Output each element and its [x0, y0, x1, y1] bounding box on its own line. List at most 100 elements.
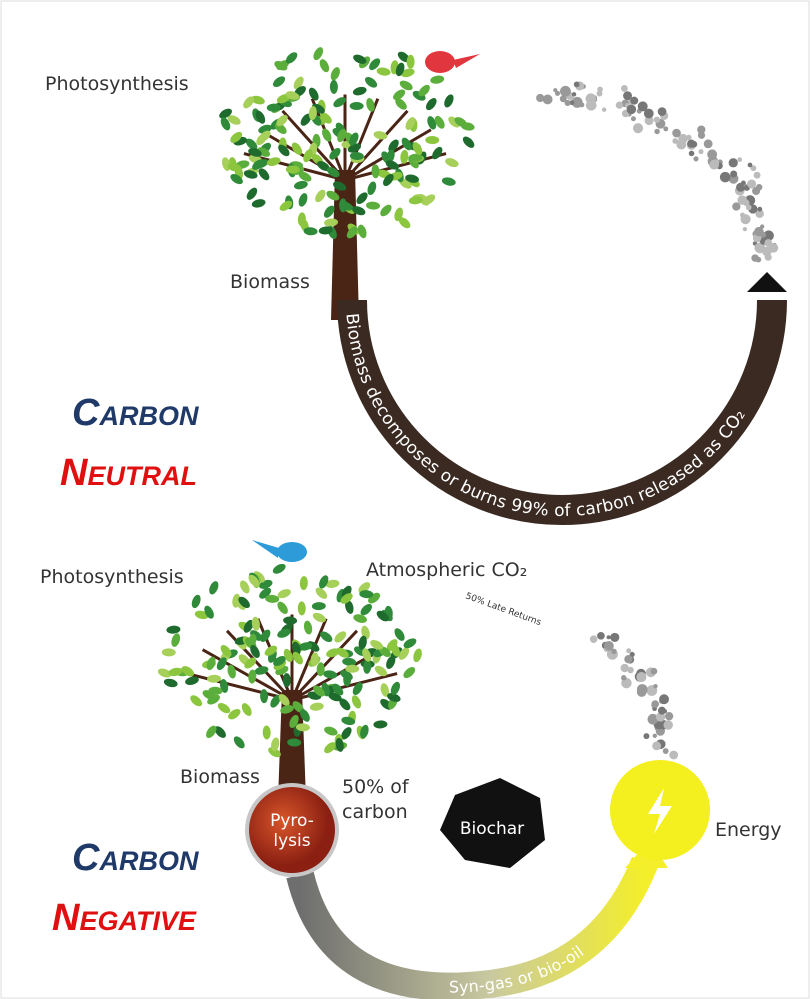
co2-dot — [543, 95, 553, 105]
co2-dot — [665, 712, 673, 720]
leaf — [366, 180, 378, 196]
leaf — [251, 198, 266, 209]
co2-dot — [730, 171, 737, 178]
co2-dot — [659, 694, 669, 704]
diagram: Biomass decomposes or burns 99% of carbo… — [0, 0, 810, 999]
co2-dot — [643, 733, 649, 739]
leaf — [226, 664, 237, 679]
co2-dot — [638, 101, 648, 111]
co2-dot — [560, 86, 571, 97]
leaf — [240, 702, 254, 718]
co2-dot — [626, 648, 631, 653]
photosynthesis-label: Photosynthesis — [40, 566, 184, 588]
co2-dot — [652, 741, 661, 750]
co2-dot — [747, 179, 756, 188]
atmospheric-label: Atmospheric CO₂ — [366, 559, 527, 581]
co2-dot — [738, 195, 748, 205]
leaf — [412, 648, 424, 664]
co2-dot — [676, 139, 686, 149]
leaf — [407, 55, 415, 69]
co2-dot — [607, 635, 611, 639]
red-bird — [425, 51, 455, 73]
co2-dot — [689, 151, 695, 157]
leaf — [371, 164, 380, 178]
co2-dot — [572, 92, 576, 96]
co2-dot — [574, 82, 580, 88]
co2-dot — [623, 91, 632, 100]
leaf — [425, 136, 439, 144]
leaf — [313, 188, 328, 204]
co2-dot — [729, 158, 738, 167]
neutral-label: Neutral — [60, 452, 197, 494]
pyrolysis-label: lysis — [273, 831, 310, 851]
leaf — [283, 616, 297, 625]
co2-dot — [704, 139, 713, 148]
arrowhead — [747, 272, 787, 292]
leaf — [170, 632, 182, 648]
co2-dot — [664, 720, 673, 729]
decompose-arc — [352, 300, 772, 510]
leaf — [400, 149, 409, 164]
leaf — [298, 601, 306, 615]
co2-dot — [748, 163, 753, 168]
co2-dot — [697, 125, 705, 133]
negative-label: Negative — [52, 897, 197, 939]
co2-dot — [707, 149, 717, 159]
co2-dot — [737, 157, 742, 162]
leaf — [188, 693, 204, 708]
carbon-label: Carbon — [72, 837, 199, 879]
co2-dot — [597, 632, 605, 640]
leaf — [166, 625, 181, 634]
co2-dot — [693, 156, 698, 161]
leaf — [366, 201, 381, 210]
leaf — [401, 665, 417, 680]
leaf — [303, 620, 314, 635]
co2-dot — [740, 212, 745, 217]
leaf — [430, 75, 445, 85]
co2-dot — [764, 239, 772, 247]
leaf — [162, 648, 176, 656]
co2-dot — [610, 633, 619, 642]
leaf — [323, 725, 339, 737]
leaf — [442, 93, 455, 109]
co2-dot — [565, 100, 571, 106]
leaf — [444, 156, 460, 168]
leaf — [266, 156, 282, 168]
leaf — [232, 734, 247, 750]
co2-dot — [743, 227, 747, 231]
co2-dot — [756, 257, 762, 263]
leaf — [299, 576, 308, 590]
co2-dot — [754, 172, 761, 179]
leaf — [323, 669, 338, 679]
leaf — [330, 80, 338, 94]
leaf — [350, 694, 363, 710]
leaf — [327, 146, 342, 162]
co2-dot — [651, 668, 658, 675]
co2-dot — [633, 123, 643, 133]
carbon-share-label: carbon — [342, 801, 408, 823]
leaf — [190, 594, 202, 610]
biomass-label: Biomass — [230, 271, 310, 293]
syngas-arc — [300, 862, 645, 987]
co2-dot — [720, 172, 731, 183]
co2-dot — [757, 207, 762, 212]
leaf — [376, 66, 391, 76]
leaf — [345, 665, 359, 673]
co2-dot — [658, 107, 667, 116]
biochar-label: Biochar — [460, 819, 524, 839]
leaf — [352, 85, 368, 96]
co2-dot — [651, 688, 656, 693]
co2-dot — [654, 117, 660, 123]
leaf — [275, 600, 290, 616]
co2-dot — [553, 88, 557, 92]
co2-dot — [602, 108, 606, 112]
co2-dot — [654, 129, 659, 134]
co2-dot — [627, 667, 633, 673]
co2-dot — [663, 748, 669, 754]
co2-dot — [590, 635, 598, 643]
energy-label: Energy — [715, 819, 782, 841]
leaf — [245, 186, 260, 202]
leaf — [271, 562, 287, 576]
co2-dot — [616, 102, 623, 109]
co2-dot — [663, 126, 668, 131]
